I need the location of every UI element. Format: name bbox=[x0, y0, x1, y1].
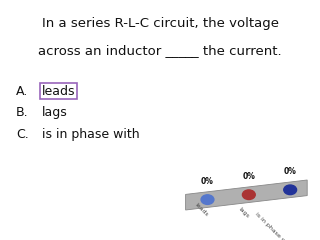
Text: C.: C. bbox=[16, 128, 29, 141]
Text: A.: A. bbox=[16, 85, 28, 98]
Text: lags: lags bbox=[238, 207, 251, 219]
Text: across an inductor _____ the current.: across an inductor _____ the current. bbox=[38, 44, 282, 57]
Text: In a series R-L-C circuit, the voltage: In a series R-L-C circuit, the voltage bbox=[42, 18, 278, 30]
Polygon shape bbox=[186, 180, 307, 210]
Text: 0%: 0% bbox=[201, 177, 214, 186]
Text: lags: lags bbox=[42, 106, 67, 119]
Text: 0%: 0% bbox=[284, 167, 297, 176]
Text: B.: B. bbox=[16, 106, 28, 119]
Circle shape bbox=[243, 190, 255, 199]
Circle shape bbox=[201, 195, 214, 204]
Circle shape bbox=[284, 185, 297, 195]
Text: leads: leads bbox=[194, 202, 209, 217]
Text: 0%: 0% bbox=[242, 172, 255, 181]
Text: is in phase with: is in phase with bbox=[253, 212, 292, 240]
Text: leads: leads bbox=[42, 85, 75, 98]
Text: is in phase with: is in phase with bbox=[42, 128, 139, 141]
